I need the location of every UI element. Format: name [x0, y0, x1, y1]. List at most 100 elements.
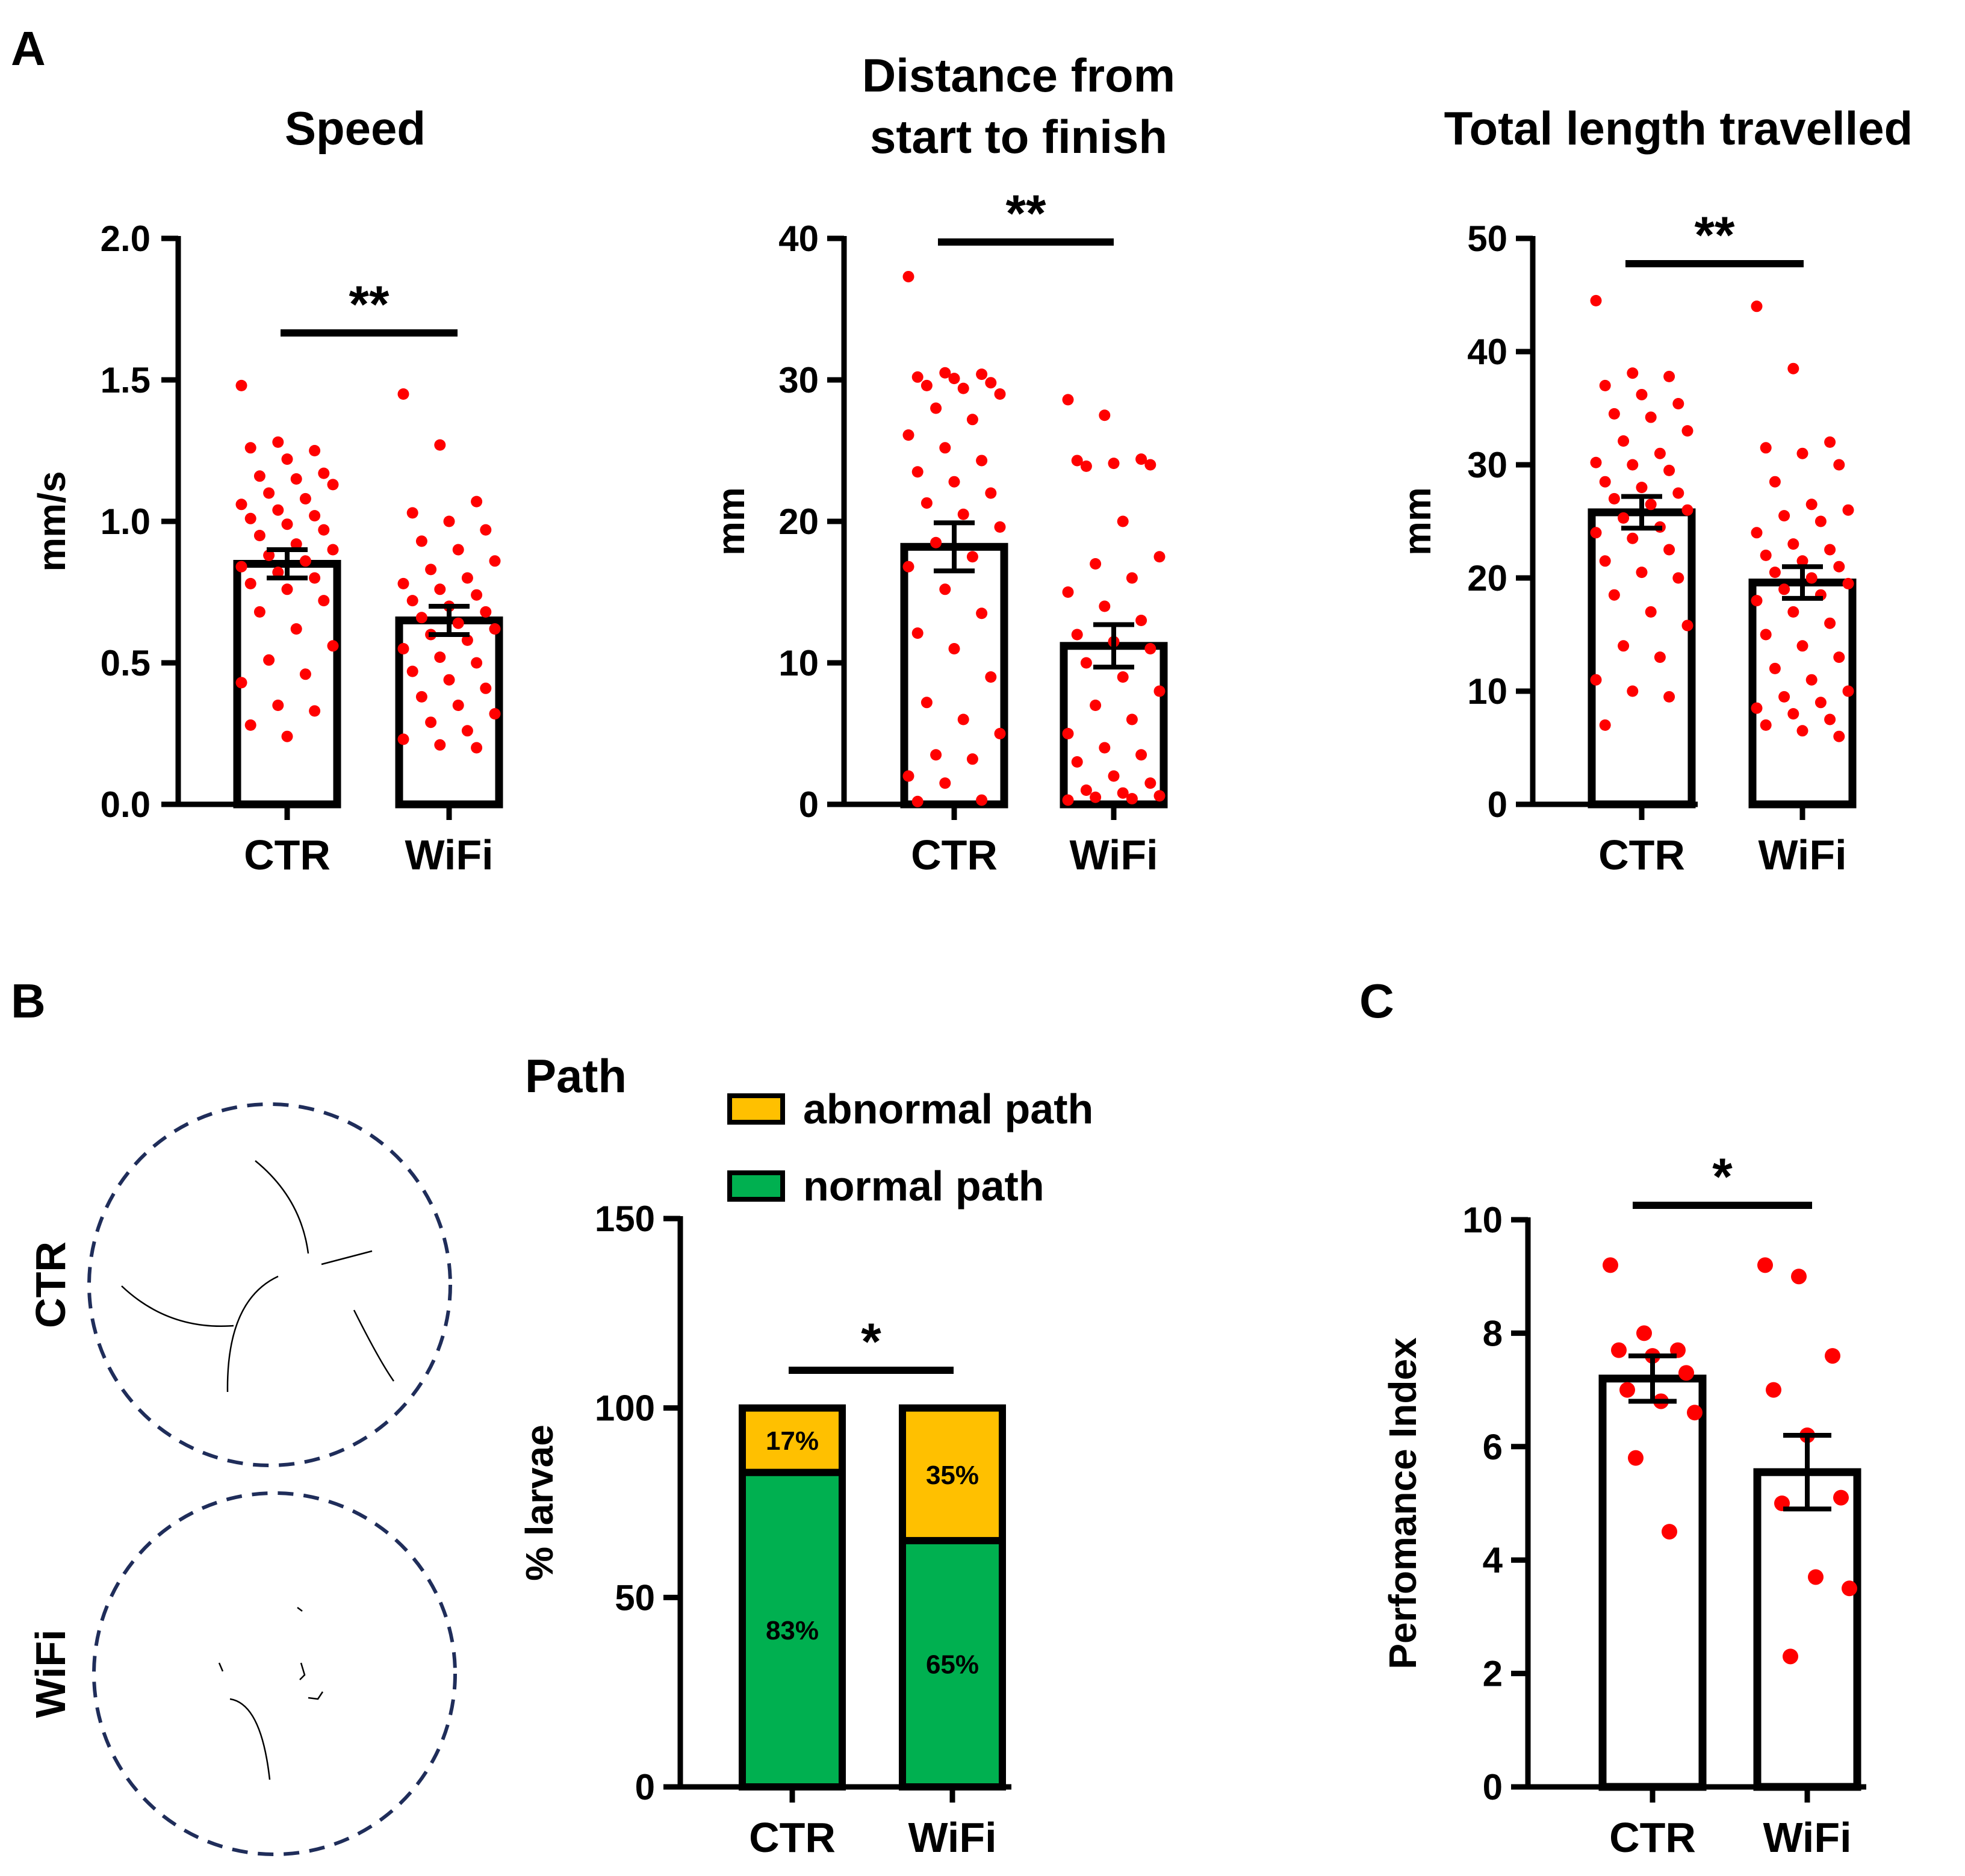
data-point: [1751, 595, 1763, 607]
bar-percent-label: 35%: [926, 1461, 979, 1490]
data-point: [1144, 777, 1156, 789]
data-point: [1099, 409, 1111, 421]
bar-wifi: [1753, 1468, 1861, 1791]
data-point: [1751, 300, 1763, 312]
data-point: [966, 753, 978, 765]
data-point: [1117, 787, 1129, 799]
data-point: [1769, 567, 1781, 579]
data-point: [1135, 749, 1147, 761]
data-point: [1808, 1569, 1824, 1585]
data-point: [434, 651, 446, 663]
data-point: [1599, 555, 1611, 567]
data-point: [1751, 527, 1763, 539]
data-point: [985, 671, 997, 683]
y-tick-label: 20: [778, 502, 819, 542]
data-point: [994, 388, 1006, 400]
data-point: [1805, 572, 1818, 584]
data-point: [1687, 1405, 1703, 1421]
y-axis-label: Perfomance Index: [1381, 1337, 1424, 1669]
data-point: [471, 495, 483, 508]
data-point: [397, 577, 409, 589]
y-tick-label: 0: [1488, 784, 1507, 825]
y-tick-label: 2.0: [101, 219, 151, 259]
data-point: [1090, 558, 1102, 570]
data-point: [1654, 651, 1666, 663]
y-axis-label: mm/s: [30, 471, 73, 571]
data-point: [1126, 793, 1138, 805]
data-point: [1833, 730, 1845, 742]
y-tick-label: 30: [1467, 445, 1507, 485]
data-point: [1672, 487, 1684, 499]
data-point: [272, 700, 284, 711]
data-point: [1619, 1382, 1635, 1398]
data-point: [1663, 544, 1675, 556]
data-point: [1144, 459, 1156, 471]
data-point: [1108, 770, 1120, 782]
x-tick-label-wifi: WiFi: [1758, 831, 1846, 878]
data-point: [1636, 1325, 1652, 1341]
data-point: [406, 665, 418, 677]
data-point: [406, 595, 418, 607]
data-point: [253, 606, 265, 618]
data-point: [1628, 1450, 1644, 1466]
panel-label-c: C: [1359, 974, 1394, 1028]
data-point: [1126, 572, 1138, 584]
data-point: [281, 518, 293, 530]
data-point: [1080, 657, 1092, 669]
data-point: [1672, 572, 1684, 584]
data-point: [235, 499, 247, 511]
data-point: [489, 708, 501, 720]
data-point: [1769, 662, 1781, 674]
y-tick-label: 1.5: [101, 360, 151, 400]
data-point: [281, 730, 293, 742]
data-point: [1599, 379, 1611, 391]
y-tick-label: 0: [635, 1767, 655, 1807]
data-point: [452, 617, 464, 629]
x-tick-label-ctr: CTR: [1598, 831, 1685, 878]
data-point: [471, 589, 483, 601]
data-point: [1071, 455, 1083, 467]
data-point: [235, 561, 247, 573]
data-point: [1090, 700, 1102, 711]
data-point: [480, 606, 492, 618]
data-point: [1663, 464, 1675, 476]
y-tick-label: 150: [595, 1199, 655, 1239]
panel-label-b: B: [11, 974, 46, 1028]
data-point: [235, 379, 247, 391]
data-point: [1153, 790, 1166, 802]
data-point: [1608, 408, 1620, 420]
data-point: [902, 561, 914, 573]
chart-distance: Distance from start to finish mm 0 10 20 30 40 C…: [709, 49, 1175, 878]
data-point: [263, 487, 275, 499]
data-point: [263, 549, 275, 561]
data-point: [425, 564, 437, 576]
x-tick-label-ctr: CTR: [749, 1814, 836, 1861]
y-tick-label: 10: [1467, 671, 1507, 712]
data-point: [471, 657, 483, 669]
data-point: [425, 716, 437, 728]
data-point: [489, 555, 501, 567]
data-point: [985, 487, 997, 499]
ctr-larva-paths: [121, 1160, 395, 1393]
data-point: [299, 492, 311, 505]
data-point: [1590, 294, 1602, 306]
significance-marker: **: [349, 276, 390, 334]
x-tick-label-ctr: CTR: [911, 831, 998, 878]
data-point: [397, 388, 409, 400]
bar-segment-abnormal: [739, 1404, 846, 1476]
data-point: [1618, 512, 1630, 524]
data-point: [1603, 1257, 1618, 1273]
data-point: [263, 654, 275, 666]
data-point: [318, 467, 330, 479]
y-tick-label: 0: [1483, 1767, 1503, 1807]
data-point: [406, 507, 418, 519]
data-point: [911, 795, 924, 807]
data-point: [318, 595, 330, 607]
data-point: [976, 368, 988, 380]
data-point: [985, 377, 997, 389]
data-point: [957, 713, 969, 725]
data-point: [318, 524, 330, 536]
data-point: [443, 515, 455, 527]
y-tick-label: 50: [1467, 219, 1507, 259]
